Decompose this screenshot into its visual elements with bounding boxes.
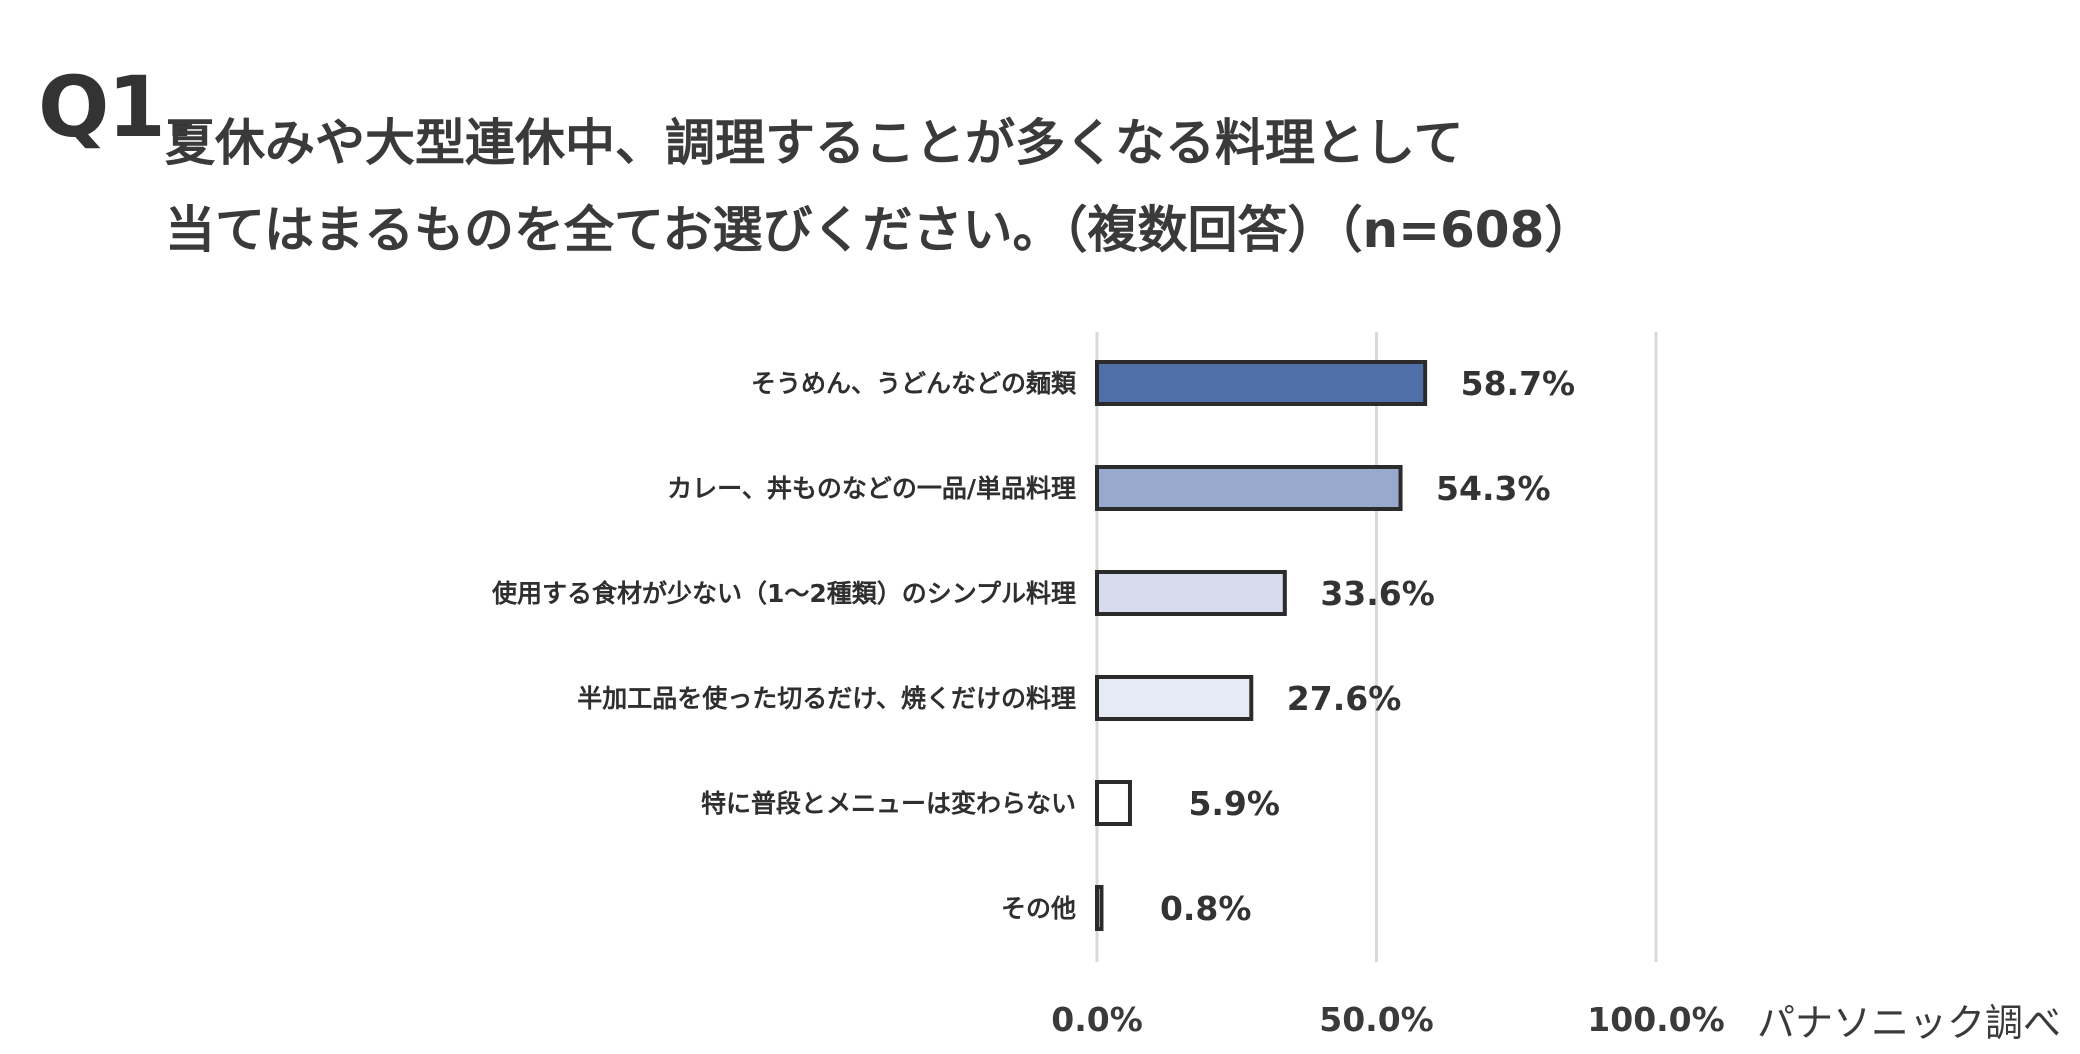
value-label-1: 54.3% xyxy=(1436,469,1551,508)
tick-label-0: 0.0% xyxy=(1051,1000,1143,1039)
gridlines xyxy=(1095,332,1658,962)
bar-4 xyxy=(1095,780,1132,826)
question-number: Q1. xyxy=(38,58,196,156)
bar-3 xyxy=(1095,675,1254,721)
category-labels: そうめん、うどんなどの麺類カレー、丼ものなどの一品/単品料理使用する食材が少ない… xyxy=(491,369,1077,923)
value-labels: 58.7% 54.3% 33.6% 27.6% 5.9% 0.8% xyxy=(1160,364,1575,928)
value-label-5: 0.8% xyxy=(1160,889,1252,928)
question-text-line2: 当てはまるものを全てお選びください。（複数回答）（n=608） xyxy=(165,201,1595,259)
category-label-1: カレー、丼ものなどの一品/単品料理 xyxy=(667,474,1076,503)
question-text-line1: 夏休みや大型連休中、調理することが多くなる料理として xyxy=(165,114,1464,172)
bar-5 xyxy=(1095,885,1104,931)
tick-label-2: 100.0% xyxy=(1587,1000,1724,1039)
bar-0 xyxy=(1095,360,1428,406)
bar-1 xyxy=(1095,465,1403,511)
bars xyxy=(1095,360,1428,931)
value-label-3: 27.6% xyxy=(1287,679,1402,718)
category-label-4: 特に普段とメニューは変わらない xyxy=(701,789,1076,818)
source-note: パナソニック調べ xyxy=(1757,1001,2062,1045)
axis-tick-labels: 0.0% 50.0% 100.0% xyxy=(1051,1000,1724,1039)
bar-2 xyxy=(1095,570,1287,616)
value-label-4: 5.9% xyxy=(1188,784,1280,823)
category-label-3: 半加工品を使った切るだけ、焼くだけの料理 xyxy=(577,684,1076,713)
value-label-0: 58.7% xyxy=(1461,364,1576,403)
category-label-0: そうめん、うどんなどの麺類 xyxy=(751,369,1077,398)
category-label-5: その他 xyxy=(1001,894,1076,923)
value-label-2: 33.6% xyxy=(1320,574,1435,613)
tick-label-1: 50.0% xyxy=(1319,1000,1434,1039)
category-label-2: 使用する食材が少ない（1〜2種類）のシンプル料理 xyxy=(491,579,1076,608)
